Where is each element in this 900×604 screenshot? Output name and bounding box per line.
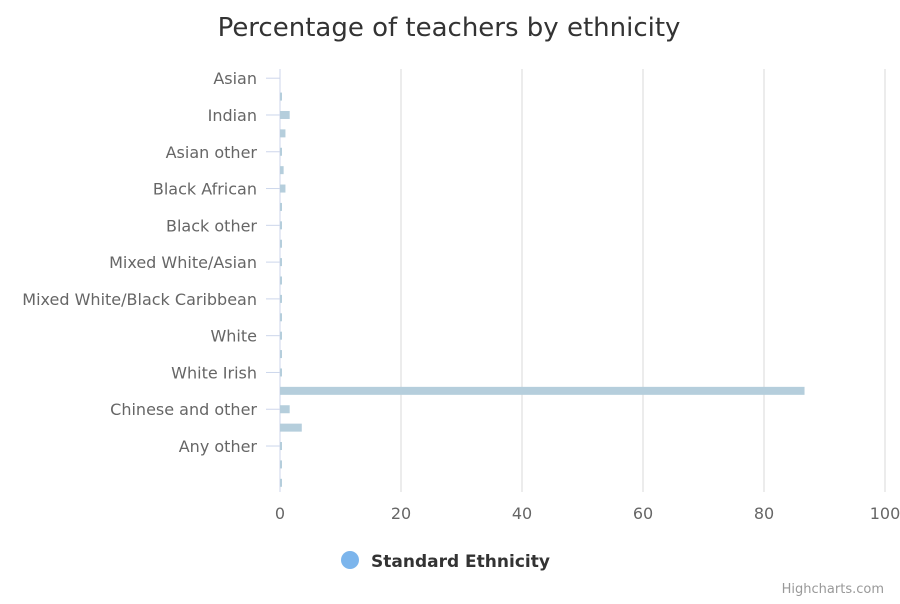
bar[interactable] [280, 276, 282, 285]
bar[interactable] [280, 129, 286, 138]
x-tick-label: 0 [275, 504, 285, 523]
bar[interactable] [280, 478, 282, 487]
category-label: Chinese and other [110, 400, 257, 419]
bar[interactable] [280, 184, 286, 193]
x-tick-label: 80 [754, 504, 774, 523]
x-tick-label: 40 [512, 504, 532, 523]
bar[interactable] [280, 313, 282, 322]
x-tick-label: 100 [870, 504, 900, 523]
x-tick-label: 20 [391, 504, 411, 523]
bar[interactable] [280, 368, 282, 377]
bar[interactable] [280, 331, 282, 340]
credits-link[interactable]: Highcharts.com [782, 582, 884, 597]
bar[interactable] [280, 442, 282, 451]
legend-label[interactable]: Standard Ethnicity [371, 552, 550, 572]
grid [400, 69, 886, 492]
category-label: Any other [179, 437, 258, 456]
category-label: Asian other [166, 143, 258, 162]
category-label: Black African [153, 180, 257, 199]
category-labels: Asian Indian Asian other Black African Black… [22, 69, 280, 456]
bar[interactable] [280, 147, 282, 156]
bar[interactable] [280, 350, 282, 359]
category-label: White Irish [171, 363, 257, 382]
bar[interactable] [280, 239, 282, 248]
x-axis-ticks: 0 20 40 60 80 100 [275, 504, 900, 523]
category-label: White [210, 327, 257, 346]
category-label: Mixed White/Asian [109, 253, 257, 272]
bar[interactable] [280, 92, 282, 101]
legend[interactable]: Standard Ethnicity [341, 551, 550, 572]
bar[interactable] [280, 221, 282, 230]
category-label: Black other [166, 216, 257, 235]
bar[interactable] [280, 294, 282, 303]
category-label: Mixed White/Black Caribbean [22, 290, 257, 309]
bar[interactable] [280, 386, 805, 395]
chart-title: Percentage of teachers by ethnicity [218, 13, 681, 43]
category-label: Asian [213, 69, 257, 88]
bar[interactable] [280, 460, 282, 469]
category-label: Indian [208, 106, 257, 125]
bar[interactable] [280, 110, 290, 119]
bar[interactable] [280, 202, 282, 211]
bars [280, 92, 805, 487]
bar[interactable] [280, 258, 282, 267]
bar[interactable] [280, 405, 290, 414]
legend-symbol[interactable] [341, 551, 359, 569]
x-tick-label: 60 [633, 504, 653, 523]
bar[interactable] [280, 166, 284, 175]
bar[interactable] [280, 423, 302, 432]
